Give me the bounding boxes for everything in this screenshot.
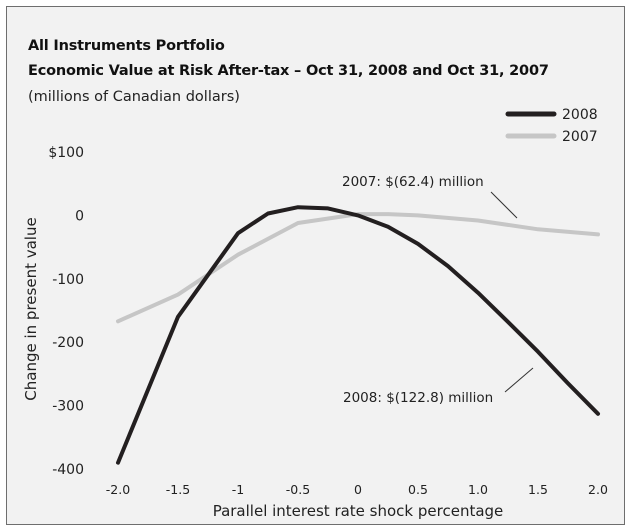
x-tick-label: 0	[354, 482, 362, 497]
series-line-2007	[116, 212, 600, 324]
units-note: (millions of Canadian dollars)	[28, 89, 240, 105]
y-axis-label: Change in present value	[22, 217, 40, 400]
legend-label-2007: 2007	[562, 129, 598, 145]
annotation-2008-leader	[504, 367, 534, 393]
annotation-2008: 2008: $(122.8) million	[343, 390, 493, 406]
y-tick-label: -400	[52, 462, 84, 478]
series-line-2008	[116, 205, 600, 465]
y-tick-label: -200	[52, 335, 84, 351]
annotation-2007: 2007: $(62.4) million	[342, 174, 484, 190]
y-tick-label: -300	[52, 399, 84, 415]
x-tick-label: 2.0	[588, 482, 608, 497]
x-tick-label: -2.0	[106, 482, 130, 497]
x-tick-label: 1.0	[468, 482, 488, 497]
x-tick-label: 0.5	[408, 482, 428, 497]
y-tick-label: 0	[75, 208, 84, 224]
chart-subtitle: Economic Value at Risk After-tax – Oct 3…	[28, 63, 549, 79]
chart-title: All Instruments Portfolio	[28, 38, 225, 54]
annotation-2007-leader	[490, 191, 518, 219]
chart-frame	[6, 6, 625, 525]
x-tick-label: -1.5	[166, 482, 190, 497]
x-tick-label: 1.5	[528, 482, 548, 497]
x-axis-label: Parallel interest rate shock percentage	[213, 502, 504, 520]
x-tick-label: -1	[232, 482, 244, 497]
legend-label-2008: 2008	[562, 107, 598, 123]
y-tick-label: -100	[52, 272, 84, 288]
y-tick-label: $100	[48, 145, 84, 161]
x-tick-label: -0.5	[286, 482, 310, 497]
